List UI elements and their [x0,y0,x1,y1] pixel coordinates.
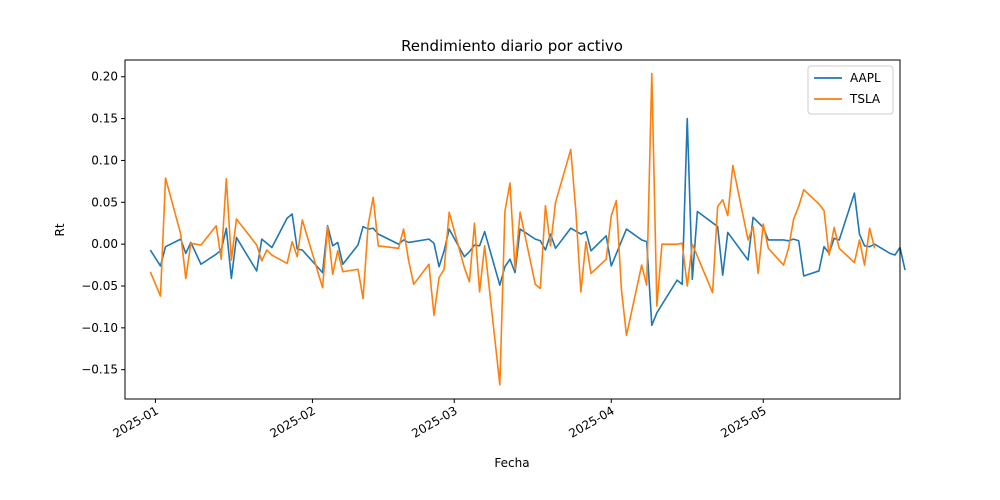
y-tick-label: 0.20 [91,70,118,84]
legend-label-tsla: TSLA [849,92,881,106]
y-tick-label: −0.10 [81,321,118,335]
x-axis-label: Fecha [494,456,529,470]
series-line-tsla [149,72,876,386]
chart-title: Rendimiento diario por activo [401,37,623,55]
y-tick-label: 0.05 [91,195,118,209]
y-tick-label: −0.15 [81,363,118,377]
y-tick-label: 0.00 [91,237,118,251]
y-tick-label: 0.10 [91,153,118,167]
series-line-aapl [149,117,906,327]
y-axis-label: Rt [53,223,67,236]
series-layer [149,72,906,386]
legend-label-aapl: AAPL [850,71,881,85]
axes-frame [124,59,901,400]
y-axis: −0.15 −0.10 −0.05 0.00 0.05 0.10 0.15 0.20 [81,70,125,377]
legend: AAPL TSLA [807,65,894,115]
y-tick-label: −0.05 [81,279,118,293]
y-tick-label: 0.15 [91,112,118,126]
